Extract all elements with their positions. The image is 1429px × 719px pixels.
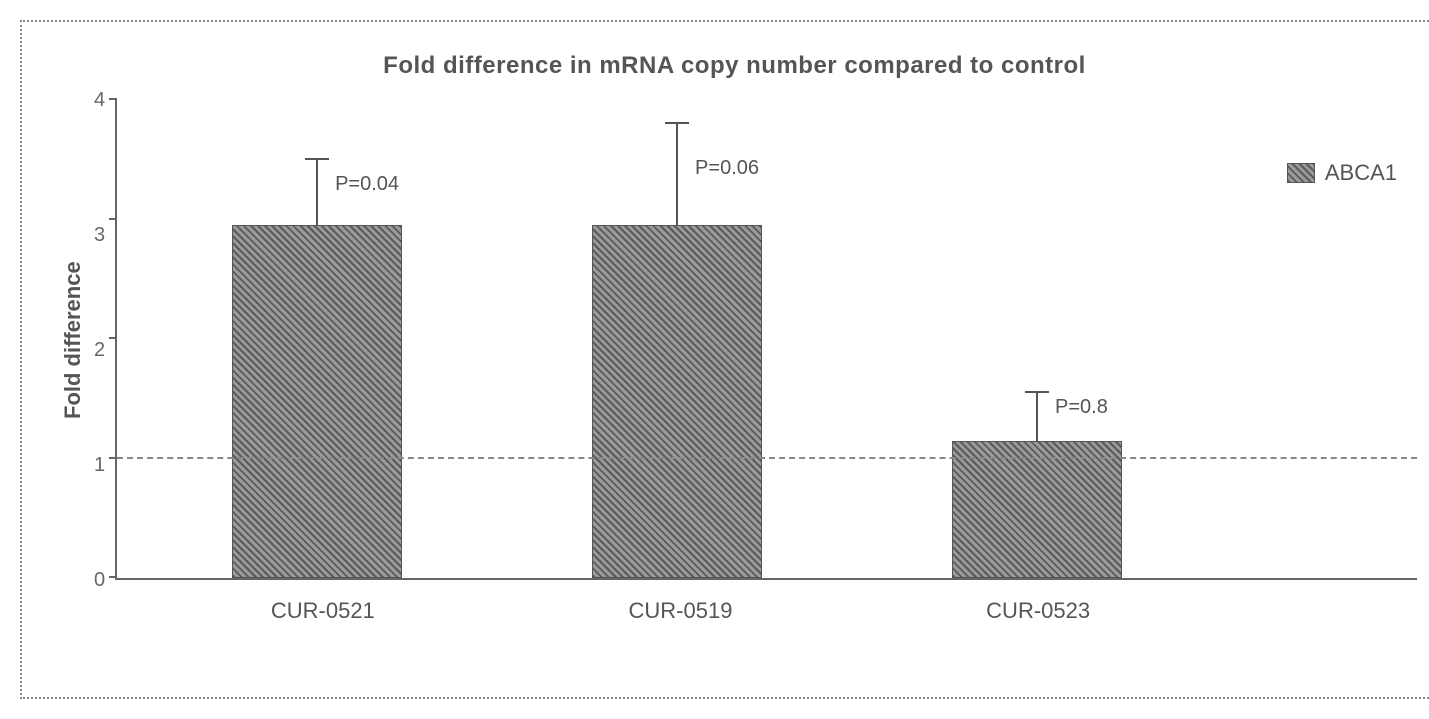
ytick-0: 0 [94,570,105,590]
bar [952,441,1122,578]
error-bar [316,160,318,226]
p-value-label: P=0.06 [695,157,759,180]
error-bar-cap [1025,391,1049,393]
error-bar-cap [665,122,689,124]
x-axis-label: CUR-0521 [223,598,423,624]
bar-group: P=0.8 [937,441,1137,578]
y-axis-tick [109,576,117,578]
gridline [117,457,1417,459]
y-axis-label: Fold difference [52,100,94,580]
chart-title: Fold difference in mRNA copy number comp… [52,52,1417,80]
bar-group: P=0.06 [577,225,777,578]
x-axis-labels: CUR-0521 CUR-0519 CUR-0523 [124,580,1237,624]
bar-group: P=0.04 [217,225,417,578]
legend: ABCA1 [1287,160,1397,186]
ytick-3: 3 [94,225,105,245]
y-axis-tick [109,337,117,339]
y-axis-tick [109,457,117,459]
legend-swatch [1287,163,1315,183]
chart-container: Fold difference in mRNA copy number comp… [20,20,1429,699]
legend-label: ABCA1 [1325,160,1397,186]
bars-region: P=0.04 P=0.06 P=0.8 [117,100,1237,578]
y-axis-ticks: 4 3 2 1 0 [94,100,115,580]
x-axis-label: CUR-0523 [938,598,1138,624]
ytick-1: 1 [94,455,105,475]
y-axis-tick [109,218,117,220]
p-value-label: P=0.04 [335,173,399,196]
plot-area: P=0.04 P=0.06 P=0.8 ABCA1 [115,100,1417,580]
bar [592,225,762,578]
plot-wrap: Fold difference 4 3 2 1 0 P=0.04P=0.06P=… [52,100,1417,580]
y-axis-tick [109,98,117,100]
ytick-2: 2 [94,340,105,360]
ytick-4: 4 [94,90,105,110]
x-axis-label: CUR-0519 [580,598,780,624]
error-bar-cap [305,158,329,160]
p-value-label: P=0.8 [1055,396,1108,419]
error-bar [676,124,678,226]
bar [232,225,402,578]
error-bar [1036,393,1038,441]
